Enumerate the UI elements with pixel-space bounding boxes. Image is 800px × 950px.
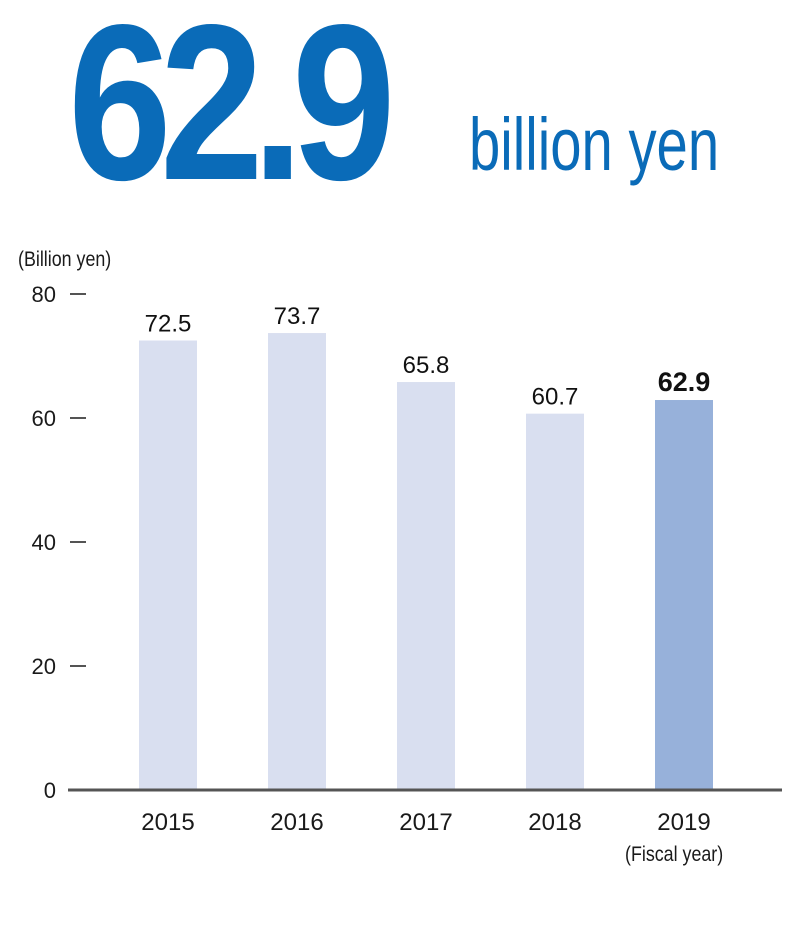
y-axis-label: (Billion yen) [18, 248, 112, 271]
y-tick-label: 80 [32, 282, 56, 307]
headline: 62.9 billion yen [68, 0, 788, 214]
x-tick-label: 2019 [657, 809, 710, 836]
x-tick-label: 2015 [141, 809, 194, 836]
y-tick-label: 40 [32, 530, 56, 555]
y-tick-label: 0 [44, 778, 56, 803]
data-label: 72.5 [145, 311, 192, 338]
y-tick-label: 20 [32, 654, 56, 679]
x-axis-label: (Fiscal year) [625, 843, 724, 866]
bar [655, 400, 713, 790]
headline-unit: billion yen [469, 103, 720, 186]
data-label: 62.9 [658, 367, 711, 397]
data-label: 65.8 [403, 352, 450, 379]
bar [526, 413, 584, 790]
x-tick-label: 2016 [270, 809, 323, 836]
y-tick-label: 60 [32, 406, 56, 431]
x-tick-label: 2017 [399, 809, 452, 836]
data-label: 60.7 [532, 384, 579, 411]
bar [397, 382, 455, 790]
bar [139, 340, 197, 790]
headline-value: 62.9 [68, 0, 396, 227]
data-label: 73.7 [274, 303, 321, 330]
bar [268, 333, 326, 790]
x-tick-label: 2018 [528, 809, 581, 836]
